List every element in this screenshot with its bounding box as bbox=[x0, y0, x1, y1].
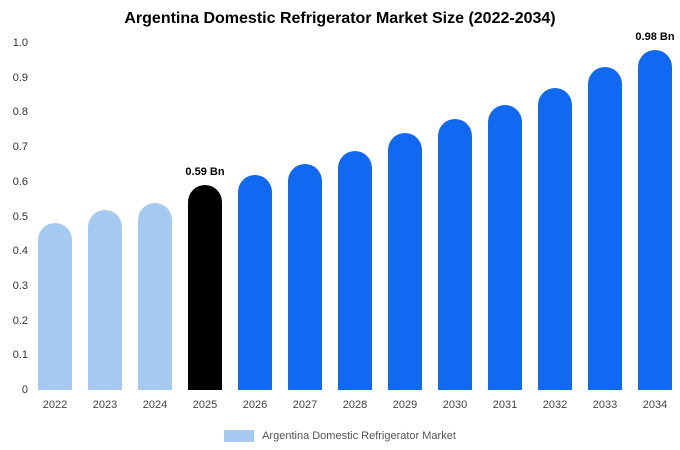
chart-title: Argentina Domestic Refrigerator Market S… bbox=[124, 10, 556, 27]
bar-2028 bbox=[338, 150, 372, 390]
x-label-2028: 2028 bbox=[342, 399, 368, 411]
bar-2023 bbox=[88, 209, 122, 390]
y-tick-0.9: 0.9 bbox=[12, 71, 28, 84]
bar-2034 bbox=[638, 49, 672, 390]
y-tick-0.5: 0.5 bbox=[12, 210, 28, 223]
legend: Argentina Domestic Refrigerator Market bbox=[0, 430, 680, 442]
y-tick-0.3: 0.3 bbox=[12, 279, 28, 292]
x-label-2033: 2033 bbox=[592, 399, 618, 411]
bar-2029 bbox=[388, 133, 422, 390]
y-tick-0.7: 0.7 bbox=[12, 141, 28, 154]
legend-swatch bbox=[224, 430, 255, 442]
bar-2026 bbox=[238, 174, 272, 390]
bar-2032 bbox=[538, 88, 572, 390]
x-label-2024: 2024 bbox=[142, 399, 168, 411]
bar-2033 bbox=[588, 67, 622, 390]
y-tick-0.1: 0.1 bbox=[12, 349, 28, 362]
y-tick-1.0: 1.0 bbox=[12, 37, 28, 49]
x-label-2023: 2023 bbox=[92, 399, 118, 411]
bar-2027 bbox=[288, 164, 322, 390]
y-tick-0.2: 0.2 bbox=[12, 314, 28, 327]
x-label-2022: 2022 bbox=[42, 399, 68, 411]
y-tick-0.8: 0.8 bbox=[12, 106, 28, 119]
y-tick-0.4: 0.4 bbox=[12, 245, 28, 258]
annotation-2025: 0.59 Bn bbox=[185, 166, 225, 179]
bar-2022 bbox=[38, 223, 72, 390]
annotation-2034: 0.98 Bn bbox=[635, 30, 675, 43]
legend-label: Argentina Domestic Refrigerator Market bbox=[262, 430, 456, 442]
x-label-2032: 2032 bbox=[542, 399, 568, 411]
x-label-2026: 2026 bbox=[242, 399, 268, 411]
x-label-2027: 2027 bbox=[292, 399, 318, 411]
x-label-2031: 2031 bbox=[492, 399, 518, 411]
x-label-2029: 2029 bbox=[392, 399, 418, 411]
x-label-2025: 2025 bbox=[192, 399, 218, 411]
x-label-2030: 2030 bbox=[442, 399, 468, 411]
x-label-2034: 2034 bbox=[642, 399, 668, 411]
bar-2030 bbox=[438, 119, 472, 390]
y-tick-0: 0 bbox=[21, 384, 28, 396]
bar-2024 bbox=[138, 202, 172, 390]
y-tick-0.6: 0.6 bbox=[12, 175, 28, 188]
bar-2025 bbox=[188, 185, 222, 390]
bar-2031 bbox=[488, 105, 522, 390]
